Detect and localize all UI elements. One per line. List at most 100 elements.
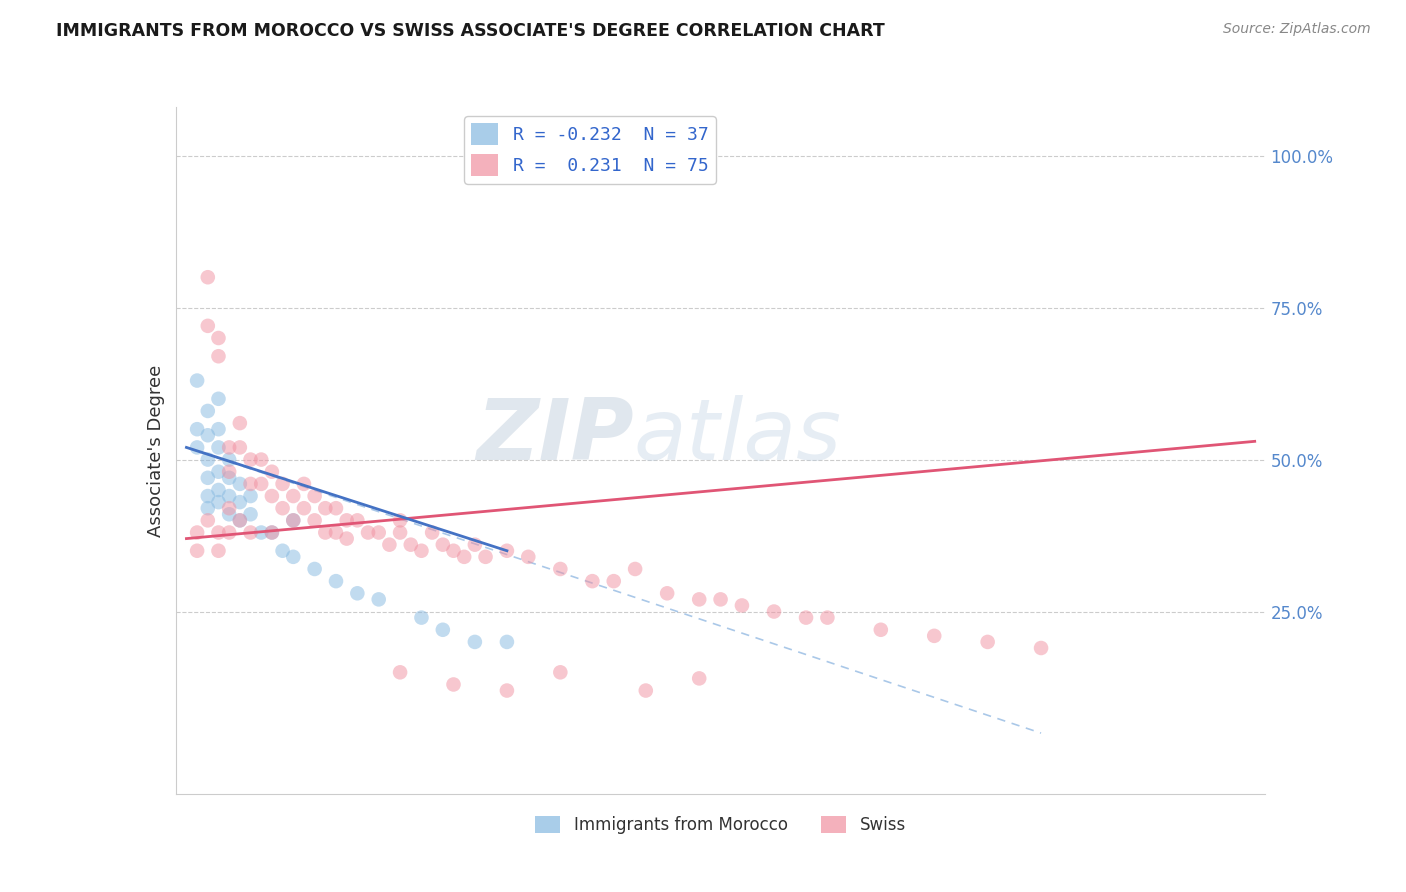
- Point: [207, 543, 229, 558]
- Point: [197, 513, 219, 527]
- Point: [731, 599, 754, 613]
- Point: [420, 525, 443, 540]
- Point: [336, 532, 359, 546]
- Point: [314, 525, 336, 540]
- Point: [283, 549, 305, 564]
- Point: [378, 538, 401, 552]
- Text: ZIP: ZIP: [475, 395, 633, 478]
- Point: [186, 441, 208, 455]
- Point: [357, 525, 380, 540]
- Text: atlas: atlas: [633, 395, 841, 478]
- Text: IMMIGRANTS FROM MOROCCO VS SWISS ASSOCIATE'S DEGREE CORRELATION CHART: IMMIGRANTS FROM MOROCCO VS SWISS ASSOCIA…: [56, 22, 884, 40]
- Y-axis label: Associate's Degree: Associate's Degree: [146, 364, 165, 537]
- Point: [186, 374, 208, 388]
- Point: [218, 489, 240, 503]
- Point: [186, 543, 208, 558]
- Text: Source: ZipAtlas.com: Source: ZipAtlas.com: [1223, 22, 1371, 37]
- Point: [443, 677, 465, 691]
- Point: [207, 349, 229, 363]
- Point: [197, 501, 219, 516]
- Point: [624, 562, 647, 576]
- Point: [762, 605, 785, 619]
- Point: [283, 513, 305, 527]
- Point: [432, 623, 454, 637]
- Point: [688, 592, 710, 607]
- Point: [218, 471, 240, 485]
- Point: [197, 318, 219, 333]
- Point: [197, 471, 219, 485]
- Point: [229, 441, 252, 455]
- Point: [239, 452, 262, 467]
- Point: [292, 476, 315, 491]
- Point: [250, 525, 273, 540]
- Point: [1029, 640, 1052, 655]
- Point: [304, 489, 326, 503]
- Point: [411, 610, 433, 624]
- Point: [207, 392, 229, 406]
- Point: [634, 683, 657, 698]
- Point: [815, 610, 838, 624]
- Point: [239, 489, 262, 503]
- Point: [283, 513, 305, 527]
- Point: [218, 508, 240, 522]
- Point: [218, 465, 240, 479]
- Point: [517, 549, 540, 564]
- Point: [260, 489, 283, 503]
- Point: [218, 525, 240, 540]
- Point: [260, 465, 283, 479]
- Point: [367, 592, 389, 607]
- Point: [239, 476, 262, 491]
- Point: [346, 586, 368, 600]
- Point: [271, 501, 294, 516]
- Point: [464, 538, 486, 552]
- Point: [411, 543, 433, 558]
- Point: [197, 452, 219, 467]
- Point: [271, 543, 294, 558]
- Point: [550, 665, 572, 680]
- Point: [260, 525, 283, 540]
- Point: [250, 452, 273, 467]
- Point: [389, 513, 412, 527]
- Point: [496, 635, 519, 649]
- Point: [207, 525, 229, 540]
- Point: [496, 543, 519, 558]
- Point: [389, 525, 412, 540]
- Point: [218, 452, 240, 467]
- Point: [325, 574, 347, 589]
- Point: [976, 635, 998, 649]
- Point: [657, 586, 679, 600]
- Point: [710, 592, 733, 607]
- Point: [197, 404, 219, 418]
- Point: [271, 476, 294, 491]
- Legend: R = -0.232  N = 37, R =  0.231  N = 75: R = -0.232 N = 37, R = 0.231 N = 75: [464, 116, 716, 184]
- Point: [304, 513, 326, 527]
- Point: [186, 422, 208, 436]
- Point: [229, 513, 252, 527]
- Point: [603, 574, 626, 589]
- Point: [260, 525, 283, 540]
- Point: [218, 441, 240, 455]
- Point: [197, 489, 219, 503]
- Point: [688, 672, 710, 686]
- Point: [389, 665, 412, 680]
- Point: [464, 635, 486, 649]
- Point: [207, 422, 229, 436]
- Point: [229, 495, 252, 509]
- Point: [794, 610, 817, 624]
- Point: [207, 483, 229, 497]
- Point: [922, 629, 945, 643]
- Point: [314, 501, 336, 516]
- Point: [207, 465, 229, 479]
- Point: [581, 574, 603, 589]
- Point: [399, 538, 422, 552]
- Point: [197, 428, 219, 442]
- Point: [197, 270, 219, 285]
- Point: [367, 525, 389, 540]
- Point: [336, 513, 359, 527]
- Point: [432, 538, 454, 552]
- Point: [474, 549, 496, 564]
- Point: [550, 562, 572, 576]
- Point: [346, 513, 368, 527]
- Point: [869, 623, 891, 637]
- Point: [283, 489, 305, 503]
